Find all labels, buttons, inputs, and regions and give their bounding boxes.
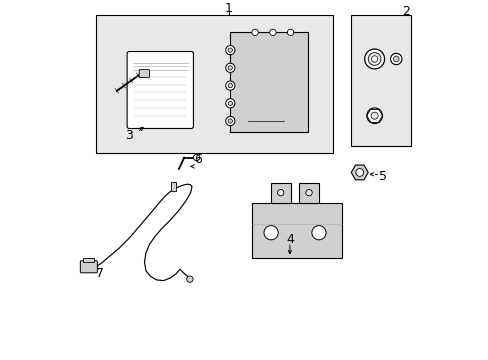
Circle shape: [393, 56, 398, 62]
Circle shape: [269, 29, 276, 36]
Circle shape: [364, 49, 384, 69]
Text: 1: 1: [224, 3, 232, 15]
Circle shape: [277, 189, 283, 196]
Circle shape: [186, 276, 193, 282]
Bar: [270, 183, 290, 203]
Circle shape: [251, 29, 258, 36]
Bar: [230, 32, 308, 132]
Circle shape: [193, 154, 200, 161]
Circle shape: [355, 168, 363, 176]
Bar: [83, 258, 94, 262]
Circle shape: [311, 226, 325, 240]
Text: 7: 7: [96, 267, 103, 280]
Text: 3: 3: [124, 130, 133, 143]
Text: 6: 6: [194, 153, 202, 166]
Circle shape: [228, 84, 232, 88]
Bar: [299, 183, 318, 203]
Bar: [251, 203, 341, 257]
Circle shape: [287, 29, 293, 36]
Circle shape: [371, 56, 377, 62]
Circle shape: [225, 63, 234, 72]
Polygon shape: [95, 15, 332, 153]
Circle shape: [390, 53, 401, 65]
Text: 5: 5: [378, 170, 386, 183]
FancyBboxPatch shape: [80, 261, 97, 273]
Polygon shape: [350, 15, 410, 146]
Circle shape: [370, 112, 377, 119]
Circle shape: [228, 101, 232, 105]
FancyBboxPatch shape: [127, 51, 193, 129]
Circle shape: [264, 226, 278, 240]
Circle shape: [366, 108, 382, 123]
Circle shape: [225, 116, 234, 126]
Bar: [170, 183, 176, 191]
Text: 2: 2: [402, 5, 409, 18]
FancyBboxPatch shape: [139, 69, 149, 77]
Circle shape: [367, 53, 380, 66]
Text: 4: 4: [285, 233, 293, 246]
Circle shape: [228, 48, 232, 52]
Circle shape: [228, 119, 232, 123]
Circle shape: [305, 189, 312, 196]
Circle shape: [225, 45, 234, 55]
Circle shape: [225, 81, 234, 90]
Circle shape: [228, 66, 232, 70]
Circle shape: [225, 99, 234, 108]
